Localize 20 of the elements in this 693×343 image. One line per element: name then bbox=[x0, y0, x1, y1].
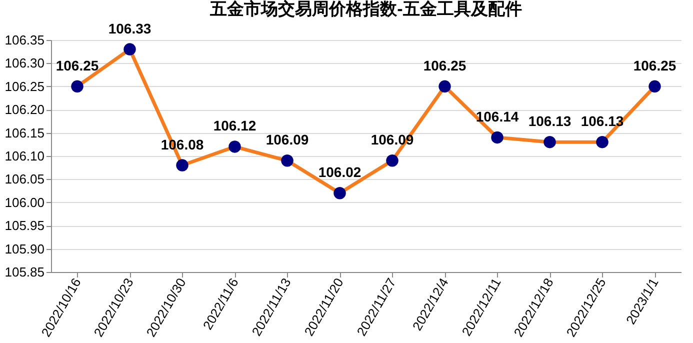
y-tick-label: 106.25 bbox=[4, 78, 44, 94]
y-tick-label: 106.20 bbox=[4, 102, 44, 118]
y-tick-label: 106.05 bbox=[4, 172, 44, 187]
data-label: 106.25 bbox=[56, 57, 99, 74]
data-label: 106.25 bbox=[423, 57, 466, 74]
y-tick-label: 106.00 bbox=[4, 194, 44, 210]
data-label: 106.13 bbox=[528, 113, 572, 130]
data-label: 106.14 bbox=[476, 108, 519, 124]
y-tick-label: 105.85 bbox=[4, 264, 44, 280]
y-tick-label: 106.30 bbox=[4, 56, 44, 71]
data-label: 106.09 bbox=[266, 132, 309, 148]
y-tick-label: 105.90 bbox=[4, 241, 44, 256]
y-tick-label: 105.95 bbox=[4, 218, 44, 234]
data-label: 106.25 bbox=[633, 57, 676, 74]
data-label: 106.33 bbox=[108, 20, 152, 36]
y-tick-label: 106.10 bbox=[4, 148, 44, 164]
y-tick-label: 106.15 bbox=[4, 125, 44, 140]
data-label: 106.12 bbox=[213, 118, 256, 134]
data-label: 106.02 bbox=[318, 164, 362, 180]
y-tick-label: 106.35 bbox=[4, 32, 44, 48]
